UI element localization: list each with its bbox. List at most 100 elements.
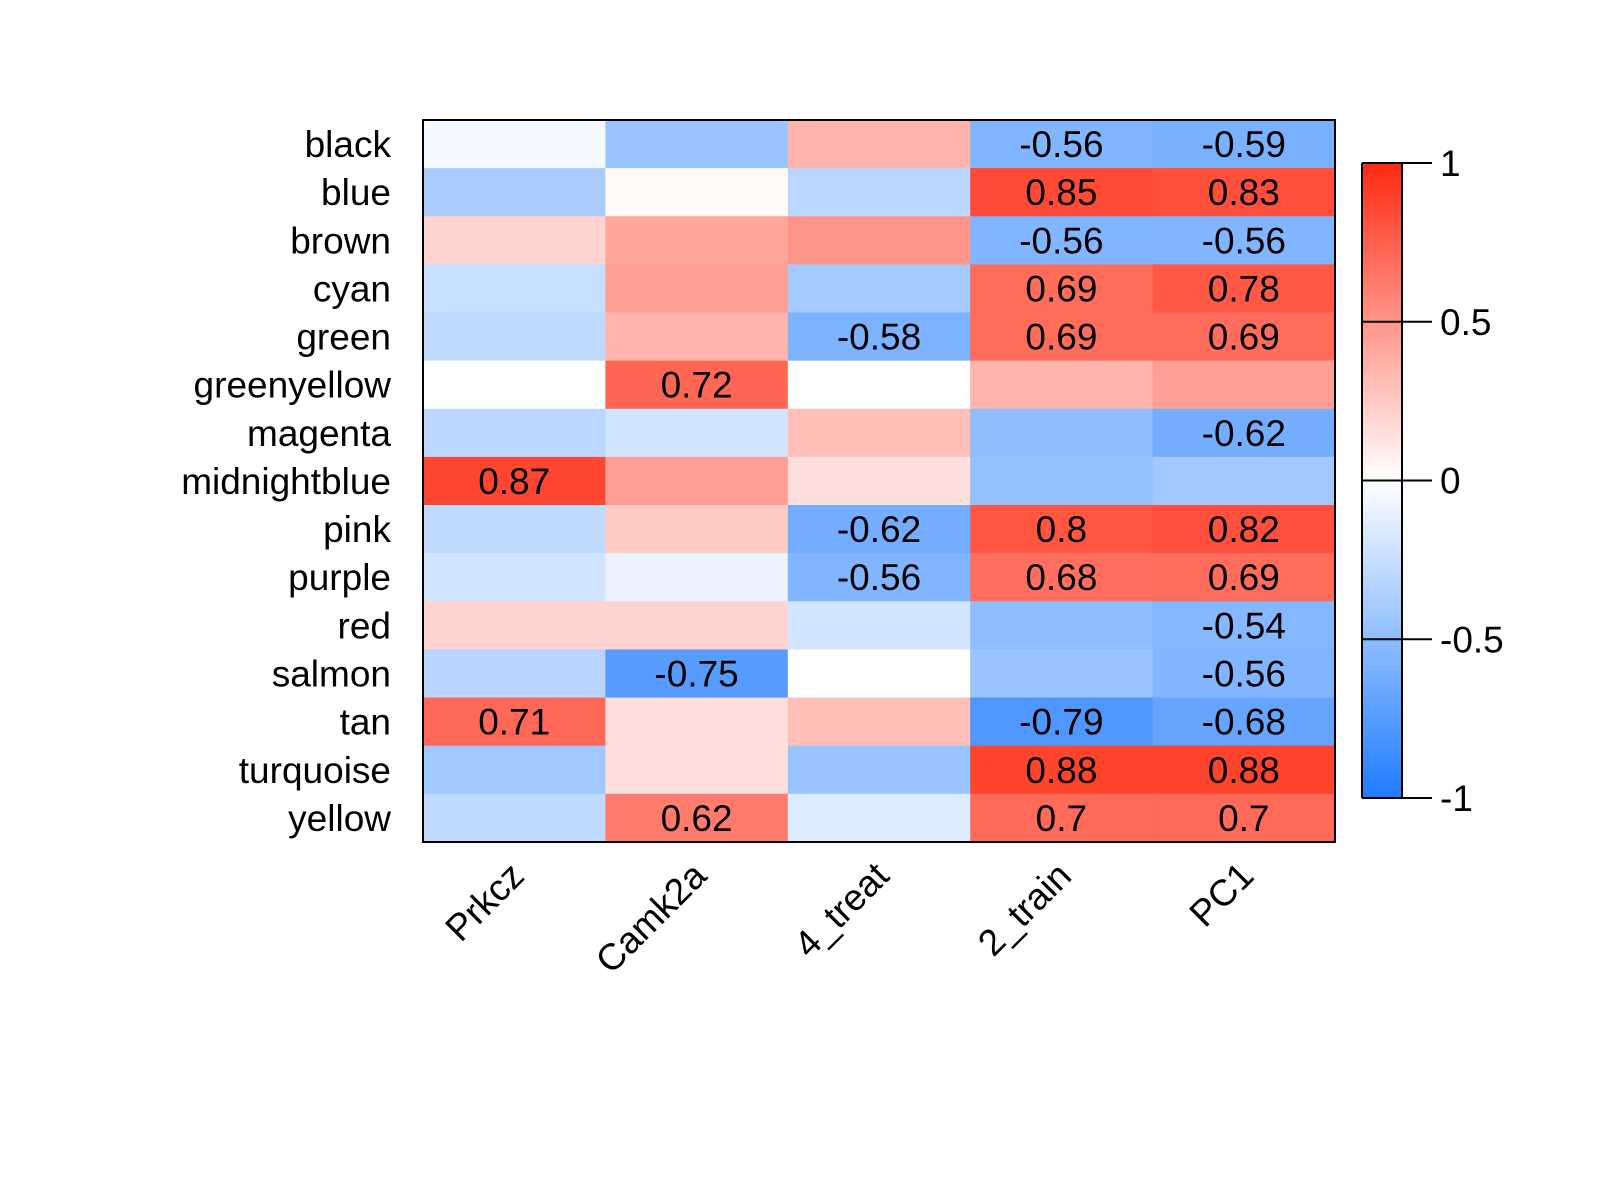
- cell-value-label: -0.75: [654, 653, 738, 694]
- colorbar-segment: [1362, 270, 1402, 278]
- colorbar-segment: [1362, 582, 1402, 590]
- heatmap-cell-blue-4-treat: [787, 168, 971, 217]
- heatmap-cell-pink-camk2a: [605, 505, 789, 554]
- heatmap-cell-pink-pc1: [1152, 505, 1336, 554]
- colorbar-segment: [1362, 715, 1402, 723]
- row-label-purple: purple: [288, 557, 391, 598]
- heatmap-cell-pink-4-treat: [787, 505, 971, 554]
- colorbar-segment: [1362, 213, 1402, 221]
- colorbar-segment: [1362, 690, 1402, 697]
- heatmap-cell-black-pc1: [1152, 120, 1336, 169]
- row-label-turquoise: turquoise: [239, 750, 391, 791]
- colorbar-segment: [1362, 480, 1402, 488]
- cell-value-label: -0.56: [1019, 220, 1103, 261]
- cell-value-label: 0.62: [661, 798, 733, 839]
- cell-value-label: 0.88: [1025, 750, 1097, 791]
- heatmap-cell-turquoise-2-train: [970, 745, 1154, 795]
- colorbar-segment: [1362, 372, 1402, 380]
- cell-value-label: -0.56: [1202, 220, 1286, 261]
- heatmap-cell-tan-camk2a: [605, 697, 789, 747]
- colorbar-segment: [1362, 683, 1402, 691]
- heatmap-cell-yellow-prkcz: [423, 793, 606, 843]
- colorbar-segment: [1362, 321, 1402, 329]
- cell-value-label: -0.58: [837, 317, 921, 358]
- heatmap-cell-midnightblue-2-train: [970, 456, 1154, 506]
- heatmap-cell-black-2-train: [970, 120, 1154, 169]
- colorbar-segment: [1362, 772, 1402, 780]
- cell-value-label: -0.56: [1019, 124, 1103, 165]
- heatmap-cell-green-4-treat: [787, 312, 971, 362]
- colorbar-segment: [1362, 474, 1402, 482]
- colorbar-segment: [1362, 524, 1402, 532]
- colorbar-segment: [1362, 302, 1402, 310]
- colorbar-segment: [1362, 607, 1402, 615]
- colorbar-segment: [1362, 429, 1402, 437]
- colorbar-segment: [1362, 283, 1402, 291]
- heatmap-cell-green-prkcz: [423, 312, 606, 362]
- row-label-red: red: [338, 605, 391, 646]
- colorbar-segment: [1362, 601, 1402, 609]
- colorbar-segment: [1362, 423, 1402, 431]
- cell-value-label: -0.54: [1202, 605, 1286, 646]
- colorbar-segment: [1362, 455, 1402, 463]
- heatmap-cell-green-camk2a: [605, 312, 789, 362]
- colorbar-segment: [1362, 334, 1402, 342]
- heatmap-cell-red-prkcz: [423, 601, 606, 651]
- heatmap-cell-labels: -0.56 -0.59 0.85 0.83 -0.56 -0.56 0.69 0.78 -0.5…: [478, 124, 1286, 839]
- cell-value-label: -0.62: [837, 509, 921, 550]
- colorbar-segment: [1362, 391, 1402, 399]
- row-label-pink: pink: [323, 509, 391, 550]
- heatmap-cell-magenta-prkcz: [423, 408, 606, 458]
- colorbar-segment: [1362, 550, 1402, 558]
- colorbar-segment: [1362, 658, 1402, 666]
- cell-value-label: -0.79: [1019, 702, 1103, 743]
- colorbar-segment: [1362, 486, 1402, 494]
- column-label-pc1: PC1: [1182, 855, 1262, 935]
- colorbar-segment: [1362, 290, 1402, 297]
- colorbar-segment: [1362, 613, 1402, 621]
- heatmap-cell-purple-2-train: [970, 553, 1154, 602]
- heatmap-cell-tan-4-treat: [787, 697, 971, 747]
- colorbar-segment: [1362, 632, 1402, 640]
- colorbar-segment: [1362, 315, 1402, 323]
- colorbar-segment: [1362, 766, 1402, 774]
- colorbar-segment: [1362, 518, 1402, 526]
- colorbar-segment: [1362, 461, 1402, 469]
- colorbar-segment: [1362, 467, 1402, 475]
- heatmap-cell-greenyellow-2-train: [970, 360, 1154, 410]
- colorbar-segment: [1362, 721, 1402, 729]
- colorbar-segment: [1362, 620, 1402, 628]
- heatmap-cell-midnightblue-prkcz: [423, 456, 606, 506]
- cell-value-label: 0.72: [661, 365, 733, 406]
- colorbar-segment: [1362, 785, 1402, 793]
- colorbar-segment: [1362, 296, 1402, 304]
- heatmap-cell-magenta-2-train: [970, 408, 1154, 458]
- heatmap-cell-brown-4-treat: [787, 216, 971, 265]
- heatmap-cell-brown-2-train: [970, 216, 1154, 265]
- heatmap-cell-black-prkcz: [423, 120, 606, 169]
- cell-value-label: 0.87: [478, 461, 550, 502]
- colorbar-segment: [1362, 410, 1402, 418]
- colorbar-segment: [1362, 709, 1402, 717]
- heatmap-cell-pink-prkcz: [423, 505, 606, 554]
- colorbar-segment: [1362, 575, 1402, 583]
- colorbar-tick-label: 0: [1440, 461, 1461, 502]
- heatmap-cell-salmon-camk2a: [605, 649, 789, 699]
- heatmap-cell-tan-prkcz: [423, 697, 606, 747]
- heatmap-cell-blue-camk2a: [605, 168, 789, 217]
- cell-value-label: 0.68: [1025, 557, 1097, 598]
- colorbar-segment: [1362, 569, 1402, 577]
- colorbar-segment: [1362, 353, 1402, 361]
- cell-value-label: 0.7: [1036, 798, 1087, 839]
- row-label-magenta: magenta: [247, 413, 391, 454]
- heatmap-cell-blue-2-train: [970, 168, 1154, 217]
- row-label-brown: brown: [290, 220, 391, 261]
- heatmap-cell-pink-2-train: [970, 505, 1154, 554]
- colorbar-segment: [1362, 340, 1402, 348]
- heatmap-cell-red-4-treat: [787, 601, 971, 651]
- colorbar-segment: [1362, 499, 1402, 507]
- colorbar-segment: [1362, 359, 1402, 367]
- heatmap-cell-magenta-4-treat: [787, 408, 971, 458]
- colorbar-segment: [1362, 448, 1402, 456]
